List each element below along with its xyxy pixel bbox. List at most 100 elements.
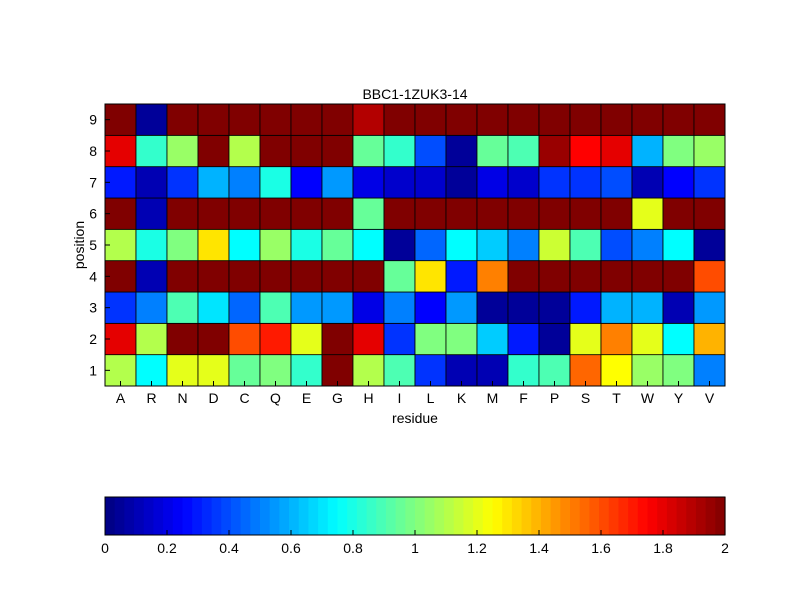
heatmap-cell-I-5 xyxy=(383,228,416,262)
heatmap-cell-Y-3 xyxy=(662,291,695,324)
heatmap-cell-T-3 xyxy=(600,291,633,324)
heatmap-cell-N-4 xyxy=(166,260,199,293)
heatmap-cell-F-2 xyxy=(507,322,540,356)
heatmap-cell-W-6 xyxy=(631,197,664,230)
heatmap-cell-S-5 xyxy=(569,228,602,262)
colorbar-swatch xyxy=(134,497,145,535)
heatmap-cell-C-7 xyxy=(228,166,261,199)
heatmap-cell-K-9 xyxy=(445,103,478,136)
y-tick-label: 1 xyxy=(89,362,97,378)
colorbar-swatch xyxy=(686,497,697,535)
colorbar-tick-label: 1.2 xyxy=(467,540,487,556)
colorbar-swatch xyxy=(260,497,271,535)
heatmap-cell-Y-5 xyxy=(662,228,695,262)
heatmap-cell-E-2 xyxy=(290,322,323,356)
colorbar-swatch xyxy=(221,497,232,535)
colorbar-swatch xyxy=(444,497,455,535)
heatmap-cell-V-7 xyxy=(693,166,726,199)
heatmap-cell-V-5 xyxy=(693,228,726,262)
heatmap-cell-F-7 xyxy=(507,166,540,199)
heatmap-cell-D-5 xyxy=(197,228,230,262)
heatmap-cell-A-9 xyxy=(104,103,137,136)
colorbar-tick-label: 1.8 xyxy=(653,540,673,556)
heatmap-cell-I-8 xyxy=(383,134,416,168)
heatmap-cell-D-9 xyxy=(197,103,230,136)
colorbar-swatch xyxy=(434,497,445,535)
heatmap-cell-Y-6 xyxy=(662,197,695,230)
heatmap-cell-T-5 xyxy=(600,228,633,262)
chart-title: BBC1-1ZUK3-14 xyxy=(362,86,467,102)
colorbar-swatch xyxy=(647,497,658,535)
heatmap-cell-I-2 xyxy=(383,322,416,356)
heatmap-cell-L-6 xyxy=(414,197,447,230)
heatmap-cell-K-2 xyxy=(445,322,478,356)
colorbar-tick-label: 0.2 xyxy=(157,540,177,556)
heatmap-cell-V-6 xyxy=(693,197,726,230)
heatmap-cell-K-4 xyxy=(445,260,478,293)
colorbar-swatch xyxy=(589,497,600,535)
heatmap-cell-W-1 xyxy=(631,354,664,387)
colorbar-tick-label: 1 xyxy=(411,540,419,556)
heatmap-cell-S-2 xyxy=(569,322,602,356)
colorbar-swatch xyxy=(482,497,494,535)
colorbar-swatch xyxy=(676,497,687,535)
heatmap-cell-K-8 xyxy=(445,134,478,168)
colorbar-swatch xyxy=(405,497,416,535)
colorbar-swatch xyxy=(502,497,513,535)
x-tick-label: A xyxy=(116,390,126,406)
heatmap-cell-V-3 xyxy=(693,291,726,324)
heatmap-cell-R-8 xyxy=(135,134,168,168)
heatmap-cell-E-6 xyxy=(290,197,323,230)
heatmap-cell-P-8 xyxy=(538,134,571,168)
colorbar-tick-label: 0.8 xyxy=(343,540,363,556)
x-tick-label: F xyxy=(519,390,528,406)
heatmap-cell-F-4 xyxy=(507,260,540,293)
heatmap-cell-N-9 xyxy=(166,103,199,136)
heatmap-cell-L-8 xyxy=(414,134,447,168)
heatmap-cell-W-7 xyxy=(631,166,664,199)
heatmap-cell-R-4 xyxy=(135,260,168,293)
heatmap-cell-R-1 xyxy=(135,354,168,387)
heatmap-cell-N-3 xyxy=(166,291,199,324)
heatmap-cell-F-6 xyxy=(507,197,540,230)
colorbar-swatch xyxy=(666,497,678,535)
heatmap-cell-R-5 xyxy=(135,228,168,262)
x-tick-label: M xyxy=(487,390,499,406)
heatmap-cell-S-7 xyxy=(569,166,602,199)
heatmap-cell-W-3 xyxy=(631,291,664,324)
x-tick-label: C xyxy=(239,390,249,406)
heatmap-cell-G-7 xyxy=(321,166,354,199)
x-tick-label: G xyxy=(332,390,343,406)
heatmap-cell-E-7 xyxy=(290,166,323,199)
colorbar-swatch xyxy=(153,497,164,535)
colorbar-swatch xyxy=(240,497,251,535)
heatmap-cell-T-7 xyxy=(600,166,633,199)
heatmap-cell-G-2 xyxy=(321,322,354,356)
x-tick-label: N xyxy=(177,390,187,406)
heatmap-cell-G-3 xyxy=(321,291,354,324)
heatmap-cell-F-9 xyxy=(507,103,540,136)
colorbar-swatch xyxy=(182,497,193,535)
colorbar-swatch xyxy=(172,497,184,535)
heatmap-cell-A-2 xyxy=(104,322,137,356)
colorbar-swatch xyxy=(579,497,590,535)
colorbar-swatch xyxy=(211,497,222,535)
heatmap-cell-E-9 xyxy=(290,103,323,136)
heatmap-cell-I-7 xyxy=(383,166,416,199)
x-tick-label: S xyxy=(581,390,590,406)
colorbar-swatch xyxy=(521,497,532,535)
heatmap-cell-R-7 xyxy=(135,166,168,199)
heatmap-cell-S-9 xyxy=(569,103,602,136)
colorbar-tick-label: 0.6 xyxy=(281,540,301,556)
heatmap-cell-S-4 xyxy=(569,260,602,293)
heatmap-cell-F-5 xyxy=(507,228,540,262)
heatmap-cell-L-3 xyxy=(414,291,447,324)
colorbar-swatch xyxy=(618,497,629,535)
colorbar-swatch xyxy=(114,497,125,535)
heatmap-cell-Q-4 xyxy=(259,260,292,293)
heatmap-cell-I-9 xyxy=(383,103,416,136)
colorbar-swatch xyxy=(298,497,310,535)
heatmap-cell-Q-1 xyxy=(259,354,292,387)
heatmap-cell-P-9 xyxy=(538,103,571,136)
colorbar-swatch xyxy=(279,497,290,535)
